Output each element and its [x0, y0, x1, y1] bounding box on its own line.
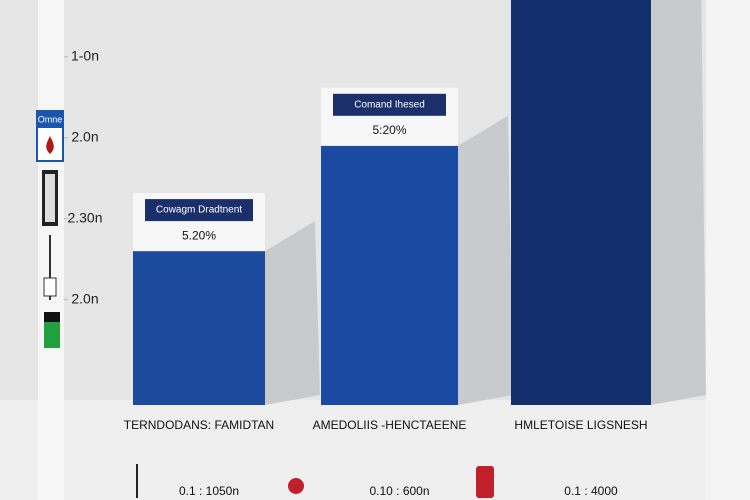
right-panel — [706, 0, 750, 500]
x-tick-label: HMLETOISE LIGSNESH — [514, 418, 647, 432]
bar — [321, 145, 458, 406]
drop-icon — [46, 136, 54, 154]
y-tick-label: 2.30n — [67, 209, 102, 225]
annotation-title: Cowagm Dradtnent — [156, 205, 242, 216]
sidebar-label: Omne — [38, 114, 63, 124]
floor — [0, 400, 750, 500]
bar — [511, 0, 651, 405]
x-tick-label: AMEDOLIIS -HENCTAEENE — [313, 418, 467, 432]
annotation-label: 5:20% — [372, 123, 406, 137]
annotation-header — [145, 199, 253, 222]
footer-item: 0.1 : 4000 — [564, 484, 618, 498]
footer-item: 0.10 : 600n — [369, 484, 429, 498]
footer-item: 0.1 : 1050n — [179, 484, 239, 498]
bar-shadow — [265, 221, 320, 405]
bar — [133, 251, 265, 405]
x-tick-label: TERNDODANS: FAMIDTAN — [124, 418, 274, 432]
bar-shadow — [458, 115, 513, 406]
y-tick-label: 2.0n — [71, 128, 98, 144]
battery-inner — [45, 174, 55, 222]
annotation-header — [333, 93, 446, 116]
y-tick-label: 1-0n — [71, 47, 99, 63]
annotation-label: 5.20% — [182, 228, 216, 242]
footer-icon — [476, 466, 494, 498]
bar-shadow — [651, 0, 706, 405]
annotation-title: Comand Ihesed — [354, 99, 425, 110]
indicator-cap — [44, 312, 60, 322]
probe-box — [43, 277, 57, 297]
y-tick-label: 2.0n — [71, 290, 98, 306]
footer-icon — [288, 478, 304, 494]
